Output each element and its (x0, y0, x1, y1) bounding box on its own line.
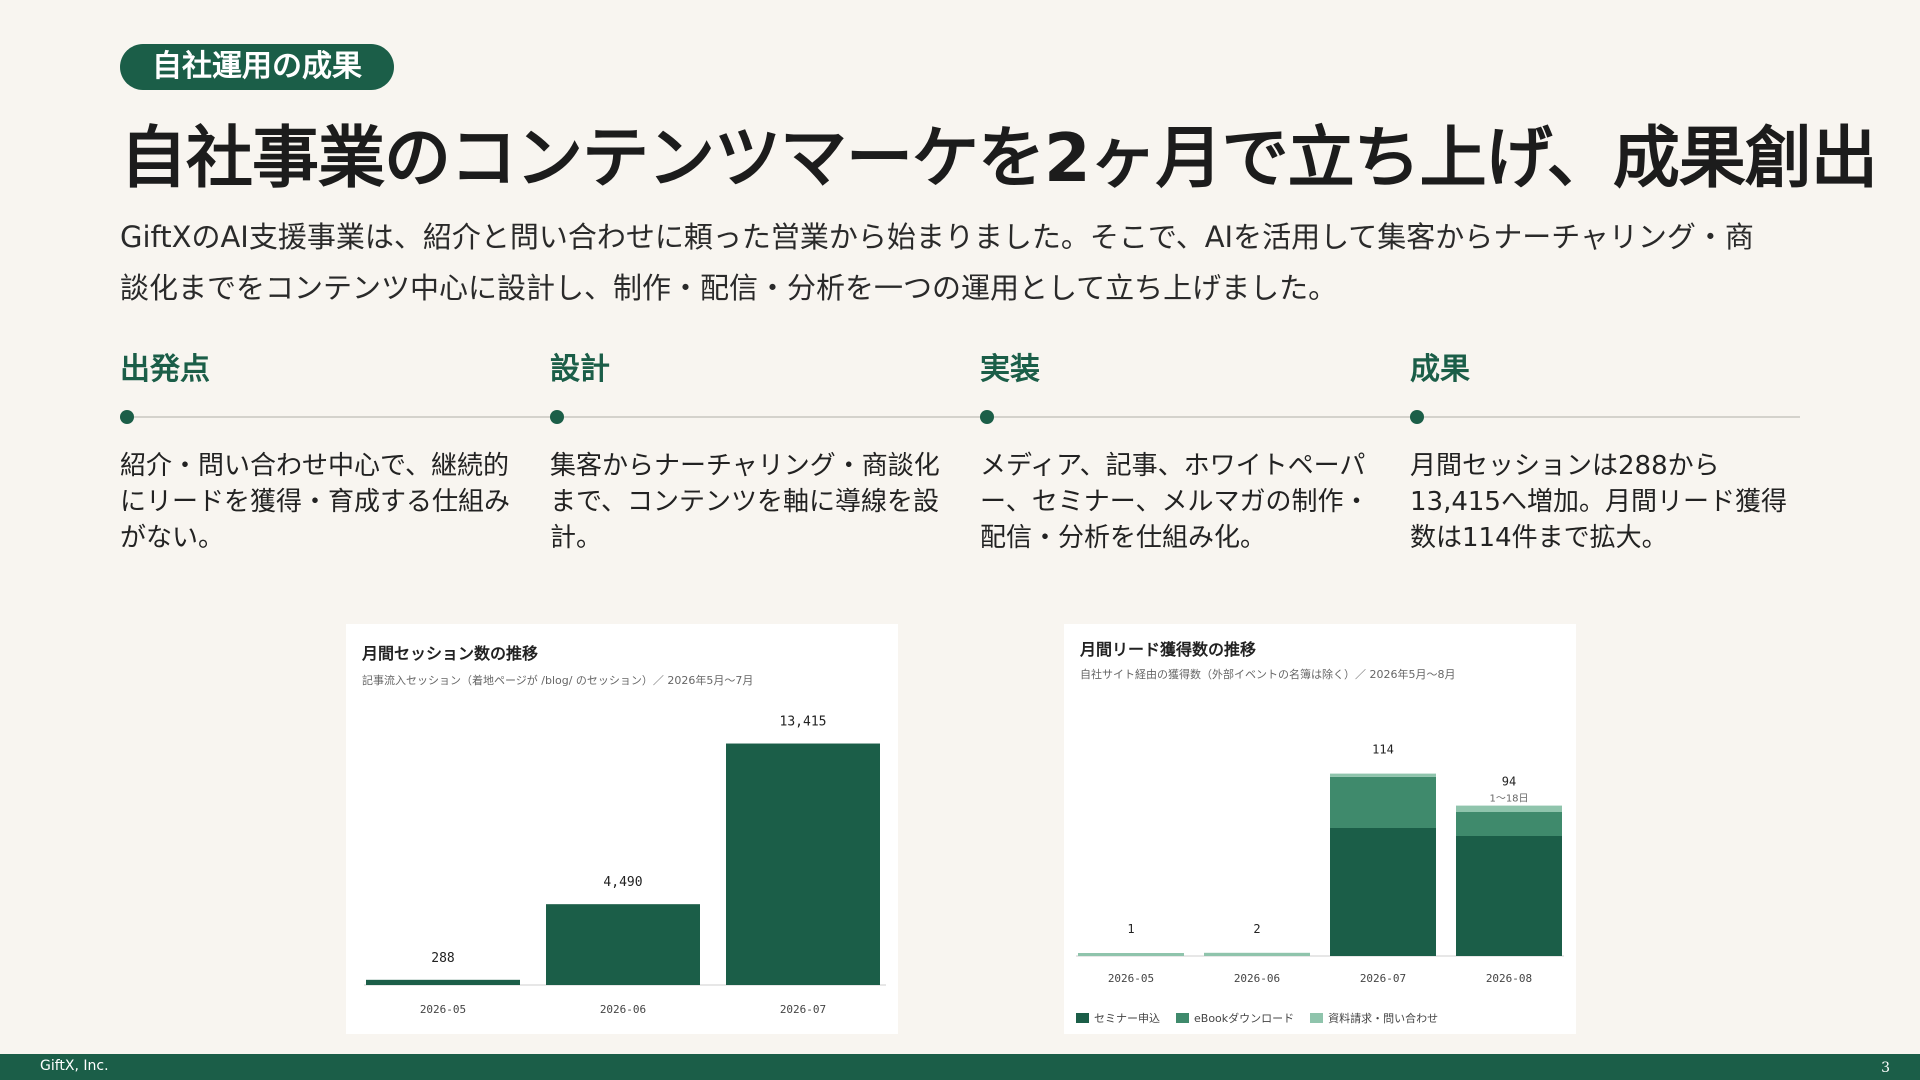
bar-total-label: 2 (1253, 922, 1260, 936)
bar-total-label: 1 (1127, 922, 1134, 936)
step-description: 紹介・問い合わせ中心で、継続的にリードを獲得・育成する仕組みがない。 (120, 451, 511, 553)
legend-item: eBookダウンロード (1176, 1010, 1294, 1026)
page-title: 自社事業のコンテンツマーケを2ヶ月で立ち上げ、成果創出 (120, 119, 1878, 197)
chart-legend: セミナー申込 eBookダウンロード 資料請求・問い合わせ (1076, 1010, 1438, 1026)
x-tick-label: 2026-05 (420, 1003, 466, 1016)
footer-company: GiftX, Inc. (40, 1058, 109, 1074)
step-heading: 実装 (980, 352, 1040, 387)
timeline-step-implementation: 実装 メディア、記事、ホワイトペーパー、セミナー、メルマガの制作・配信・分析を仕… (980, 344, 1380, 553)
bar-segment-2026-07 (1330, 773, 1436, 777)
leads-chart-card: 1 2026-05 2 2026-06 114 2026-07 94 1〜18日 2026-08… (1064, 624, 1576, 1034)
chart-title: 月間リード獲得数の推移 (1080, 640, 1257, 659)
legend-label: 資料請求・問い合わせ (1328, 1012, 1439, 1025)
step-heading: 成果 (1410, 352, 1470, 387)
timeline-step-design: 設計 集客からナーチャリング・商談化まで、コンテンツを軸に導線を設計。 (550, 344, 950, 553)
footer-bar: GiftX, Inc. 3 (0, 1054, 1920, 1080)
legend-item: セミナー申込 (1076, 1010, 1160, 1026)
x-tick-label: 2026-07 (1360, 972, 1406, 985)
step-description: メディア、記事、ホワイトペーパー、セミナー、メルマガの制作・配信・分析を仕組み化… (980, 451, 1370, 553)
page-number: 3 (1881, 1060, 1890, 1076)
legend-item: 資料請求・問い合わせ (1310, 1010, 1438, 1026)
bar-total-label: 114 (1372, 743, 1394, 757)
bar-segment-2026-08 (1456, 812, 1562, 836)
lead-paragraph: GiftXのAI支援事業は、紹介と問い合わせに頼った営業から始まりました。そこで… (120, 220, 1754, 305)
bar-2026-06 (546, 904, 700, 985)
chart-subtitle: 記事流入セッション（着地ページが /blog/ のセッション）／ 2026年5月… (362, 674, 754, 687)
x-tick-label: 2026-06 (1234, 972, 1280, 985)
timeline-step-start: 出発点 紹介・問い合わせ中心で、継続的にリードを獲得・育成する仕組みがない。 (120, 344, 520, 553)
bar-segment-2026-05 (1078, 953, 1184, 956)
section-badge: 自社運用の成果 (120, 44, 394, 90)
sessions-chart: 288 2026-05 4,490 2026-06 13,415 2026-07 (364, 715, 886, 1016)
x-tick-label: 2026-08 (1486, 972, 1532, 985)
timeline-dot (1410, 410, 1424, 424)
x-tick-label: 2026-05 (1108, 972, 1154, 985)
bar-segment-2026-08 (1456, 805, 1562, 812)
bar-2026-05 (366, 979, 520, 985)
x-tick-label: 2026-06 (600, 1003, 646, 1016)
leads-chart: 1 2026-05 2 2026-06 114 2026-07 94 1〜18日 2026-08 (1076, 743, 1564, 985)
bar-segment-2026-06 (1204, 952, 1310, 956)
bar-segment-2026-07 (1330, 776, 1436, 828)
step-heading: 出発点 (120, 352, 210, 387)
chart-subtitle: 自社サイト経由の獲得数（外部イベントの名簿は除く）／ 2026年5月〜8月 (1080, 668, 1456, 681)
x-tick-label: 2026-07 (780, 1003, 826, 1016)
timeline-dot (550, 410, 564, 424)
bar-total-label: 94 (1502, 775, 1516, 789)
step-description: 集客からナーチャリング・商談化まで、コンテンツを軸に導線を設計。 (550, 451, 940, 553)
timeline-dot (980, 410, 994, 424)
legend-swatch (1176, 1013, 1189, 1023)
legend-swatch (1310, 1013, 1324, 1023)
bar-value-label: 13,415 (780, 715, 827, 730)
bar-value-label: 288 (431, 951, 454, 966)
bar-segment-2026-08 (1456, 836, 1562, 956)
bar-2026-07 (726, 743, 880, 985)
legend-label: eBookダウンロード (1194, 1012, 1295, 1025)
sessions-chart-card: 288 2026-05 4,490 2026-06 13,415 2026-07 月間セッ… (346, 624, 898, 1034)
step-description: 月間セッションは288から13,415へ増加。月間リード獲得数は114件まで拡大… (1410, 451, 1787, 553)
legend-swatch (1076, 1013, 1089, 1023)
bar-segment-2026-07 (1330, 828, 1436, 956)
timeline-dot (120, 410, 134, 424)
legend-label: セミナー申込 (1094, 1012, 1160, 1025)
bar-value-label: 4,490 (603, 875, 642, 890)
timeline-line (120, 416, 1800, 418)
chart-title: 月間セッション数の推移 (362, 644, 539, 663)
step-heading: 設計 (550, 352, 610, 387)
timeline-step-results: 成果 月間セッションは288から13,415へ増加。月間リード獲得数は114件ま… (1410, 344, 1810, 553)
bar-annotation: 1〜18日 (1489, 794, 1528, 805)
